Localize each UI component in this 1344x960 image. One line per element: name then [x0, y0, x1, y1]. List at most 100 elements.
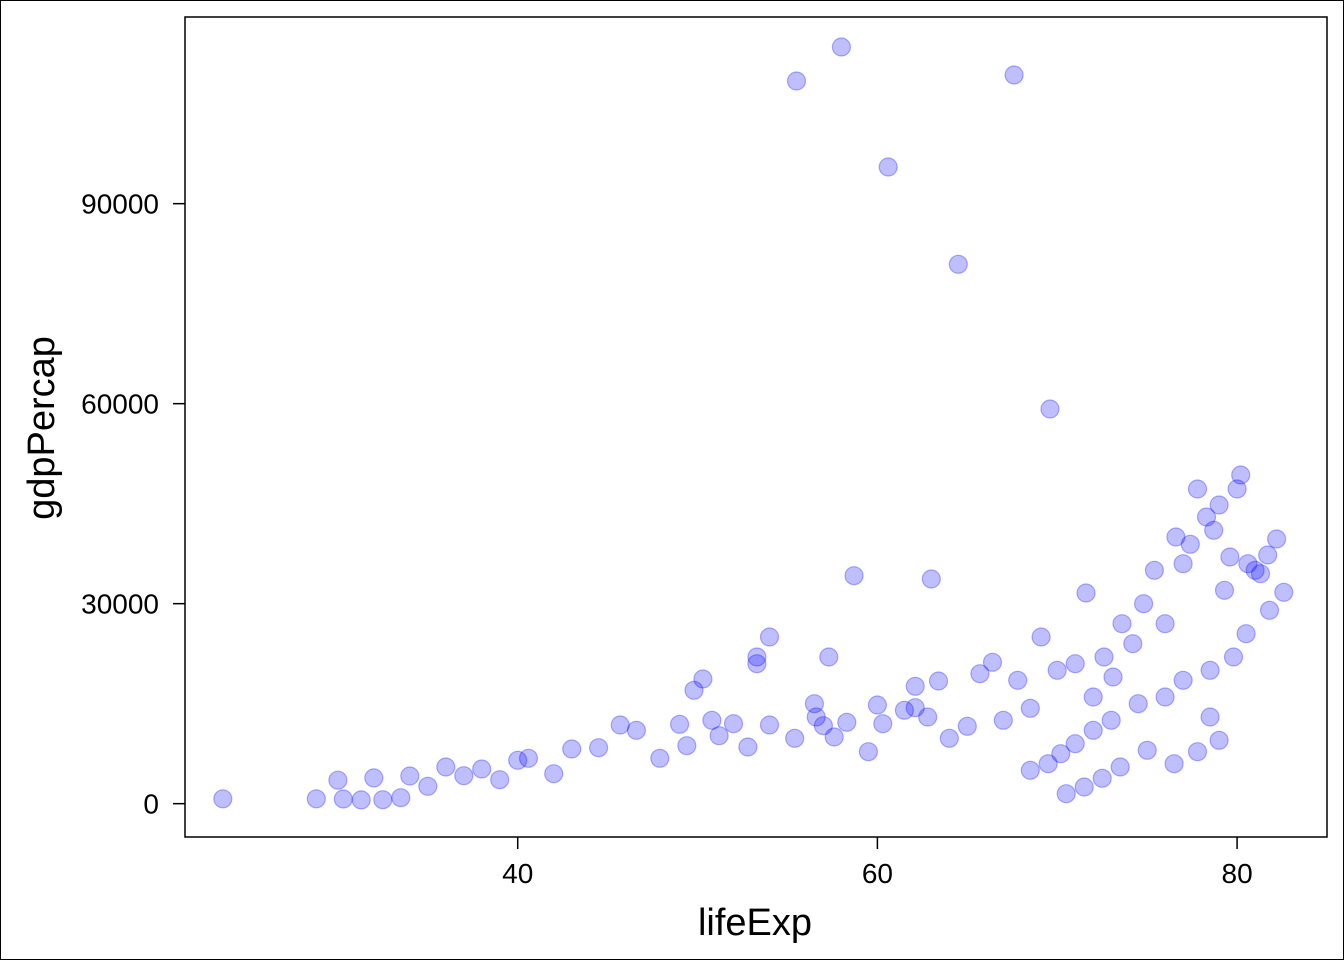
data-point [1123, 634, 1143, 654]
data-point [1047, 660, 1067, 680]
data-point [1031, 627, 1051, 647]
data-point [1227, 479, 1247, 499]
data-point [1223, 647, 1244, 667]
data-point [785, 728, 805, 748]
data-point [759, 627, 780, 647]
data-point [747, 647, 767, 667]
data-point [588, 738, 609, 758]
data-point [333, 789, 353, 809]
data-point [1094, 647, 1114, 667]
axes-box [184, 16, 1328, 838]
data-point [1076, 583, 1096, 603]
data-point [831, 37, 852, 57]
data-point [508, 750, 528, 770]
data-point [1164, 754, 1184, 774]
data-point [677, 736, 697, 756]
data-point [373, 790, 393, 810]
data-point [878, 157, 898, 177]
data-point [650, 748, 670, 768]
data-point [844, 566, 864, 586]
data-point [1236, 624, 1256, 644]
data-point [1214, 580, 1235, 600]
data-point [610, 715, 630, 735]
data-point [747, 654, 767, 674]
data-point [1065, 654, 1085, 674]
data-point [804, 694, 825, 714]
data-point [1266, 529, 1287, 549]
data-point [837, 712, 857, 732]
data-point [562, 739, 582, 759]
data-point [436, 757, 456, 777]
data-point [1200, 707, 1220, 727]
data-point [626, 720, 647, 740]
data-point [806, 707, 826, 727]
data-point [819, 647, 839, 667]
data-point [970, 664, 990, 684]
data-point [905, 698, 925, 718]
data-point [1008, 670, 1028, 690]
data-point [702, 710, 722, 730]
data-point [1245, 560, 1265, 580]
x-axis-title: lifeExp [698, 902, 812, 944]
data-point [1231, 465, 1251, 485]
axes-border [184, 16, 1328, 838]
data-point [1209, 495, 1229, 515]
data-point [1258, 545, 1278, 565]
data-point [905, 676, 925, 696]
data-point [948, 254, 968, 274]
data-point [1155, 687, 1175, 707]
data-point [1187, 479, 1208, 499]
data-point [472, 759, 492, 779]
data-point [813, 716, 834, 736]
data-point [351, 790, 371, 810]
data-point [957, 716, 977, 736]
data-point [1103, 667, 1123, 687]
y-tick-label: 0 [143, 789, 159, 820]
data-point [1180, 534, 1200, 554]
data-point [544, 764, 564, 784]
data-point [1200, 660, 1220, 680]
data-point [1083, 720, 1103, 740]
data-point [1238, 554, 1258, 574]
data-point [1173, 670, 1193, 690]
data-point [1112, 614, 1132, 634]
data-point [759, 715, 780, 735]
y-tick-label: 60000 [81, 389, 159, 420]
data-point [1166, 527, 1186, 547]
data-point [867, 695, 888, 715]
y-tick-label: 30000 [81, 589, 159, 620]
data-point [1274, 582, 1294, 602]
data-points [213, 37, 1294, 810]
data-point [1187, 742, 1208, 762]
x-tick-label: 80 [1222, 858, 1253, 889]
data-point [364, 768, 384, 788]
data-point [928, 671, 949, 691]
x-axis-ticks: 40 60 80 [502, 837, 1253, 889]
data-point [1051, 744, 1071, 764]
data-point [693, 669, 713, 689]
data-point [454, 766, 474, 786]
data-point [1083, 687, 1103, 707]
data-point [1004, 65, 1024, 85]
data-point [1020, 760, 1040, 780]
data-point [939, 728, 959, 748]
data-point [1092, 768, 1112, 788]
data-point [918, 707, 938, 727]
data-point [786, 71, 807, 91]
x-tick-label: 40 [502, 858, 533, 889]
data-point [518, 748, 539, 768]
data-point [1155, 614, 1175, 634]
data-point [1020, 698, 1040, 718]
data-point [418, 776, 438, 796]
y-axis-title: gdpPercap [21, 336, 63, 520]
data-point [328, 770, 348, 790]
data-point [1038, 754, 1058, 774]
data-point [306, 789, 326, 809]
data-point [858, 742, 879, 762]
data-point [1101, 710, 1121, 730]
data-point [490, 770, 510, 790]
y-axis-ticks: 0 30000 60000 90000 [81, 189, 185, 820]
data-point [921, 569, 941, 589]
data-point [391, 788, 411, 808]
